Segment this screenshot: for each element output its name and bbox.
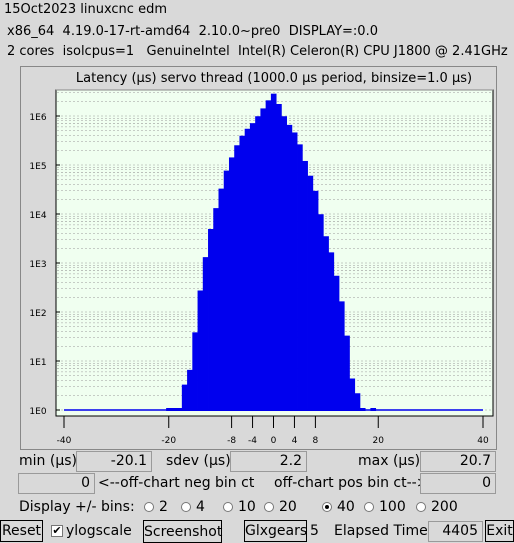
y-tick-label: 1E5 — [29, 162, 46, 172]
histogram-bar — [344, 335, 350, 411]
histogram-bar — [187, 369, 193, 411]
off-chart-neg-label: <--off-chart neg bin ct — [98, 475, 255, 491]
histogram-bar — [234, 145, 240, 411]
bins-radio-4[interactable] — [181, 502, 191, 512]
bins-radio-label[interactable]: 200 — [431, 499, 458, 515]
x-tick-label: -40 — [57, 436, 72, 446]
histogram-bar — [223, 170, 230, 411]
x-tick-label: -20 — [161, 436, 176, 446]
histogram-bar — [265, 100, 272, 412]
histogram-bar — [323, 236, 329, 411]
histogram-bar — [249, 123, 256, 412]
histogram-bar — [202, 257, 209, 411]
elapsed-time-label: Elapsed Time: — [334, 523, 433, 539]
histogram-bar — [181, 384, 188, 411]
bins-radio-100[interactable] — [364, 502, 374, 512]
bins-radio-10[interactable] — [223, 502, 233, 512]
off-chart-neg-count: 0 — [18, 473, 95, 494]
header-line-cpu: 2 cores isolcpus=1 GenuineIntel Intel(R)… — [7, 44, 508, 59]
histogram-bar — [338, 301, 345, 411]
histogram-bar — [255, 116, 261, 411]
sdev-label: sdev (µs) — [166, 453, 231, 469]
histogram-bar — [192, 332, 198, 411]
min-label: min (µs) — [19, 453, 77, 469]
histogram-bar — [197, 290, 204, 411]
histogram-bar — [218, 188, 225, 411]
histogram-bar — [239, 135, 246, 411]
x-tick-label: 0 — [271, 436, 277, 446]
histogram-bar — [328, 252, 335, 411]
max-label: max (µs) — [358, 453, 421, 469]
glxgears-count: 5 — [310, 523, 319, 539]
x-tick-label: 4 — [292, 436, 298, 446]
header-line-date-host: 15Oct2023 linuxcnc edm — [4, 2, 167, 17]
histogram-bar — [270, 93, 277, 411]
off-chart-pos-label: off-chart pos bin ct--> — [274, 475, 429, 491]
histogram-bar — [354, 393, 361, 411]
histogram-bar — [228, 157, 235, 411]
histogram-bar — [244, 128, 251, 411]
header-line-kernel: x86_64 4.19.0-17-rt-amd64 2.10.0~pre0 DI… — [7, 24, 378, 39]
reset-button[interactable]: Reset — [0, 520, 43, 542]
histogram-bar — [349, 378, 356, 411]
histogram-bar — [312, 190, 319, 411]
ylogscale-checkbox[interactable]: ✔ — [51, 525, 63, 537]
ylogscale-label[interactable]: ylogscale — [66, 523, 132, 539]
histogram-bar — [213, 208, 219, 411]
y-tick-label: 1E2 — [29, 309, 46, 319]
bins-radio-200[interactable] — [416, 502, 426, 512]
screenshot-button[interactable]: Screenshot — [143, 520, 222, 543]
bins-radio-20[interactable] — [264, 502, 274, 512]
glxgears-button[interactable]: Glxgears — [244, 520, 307, 542]
bins-radio-label[interactable]: 20 — [279, 499, 297, 515]
histogram-bar — [297, 144, 303, 412]
x-tick-label: 8 — [313, 436, 319, 446]
x-tick-label: -8 — [227, 436, 236, 446]
bins-radio-label[interactable]: 40 — [337, 499, 355, 515]
histogram-bar — [286, 124, 293, 411]
y-tick-label: 1E6 — [29, 113, 46, 123]
histogram-bar — [281, 116, 287, 411]
max-value: 20.7 — [420, 451, 496, 472]
y-tick-label: 1E0 — [29, 407, 46, 417]
histogram-bar — [276, 103, 282, 412]
elapsed-time-value: 4405 — [428, 521, 483, 542]
bins-radio-label[interactable]: 2 — [159, 499, 168, 515]
y-tick-label: 1E4 — [29, 211, 46, 221]
histogram-bar — [208, 228, 214, 411]
y-tick-label: 1E3 — [29, 260, 46, 270]
bins-radio-label[interactable]: 10 — [238, 499, 256, 515]
sdev-value: 2.2 — [230, 451, 307, 472]
histogram-bar — [307, 175, 314, 411]
display-bins-label: Display +/- bins: — [19, 499, 135, 515]
y-tick-label: 1E1 — [29, 358, 46, 368]
histogram-bar — [260, 108, 267, 411]
bins-radio-40[interactable] — [322, 502, 332, 512]
bins-radio-2[interactable] — [144, 502, 154, 512]
histogram-bar — [333, 275, 340, 411]
bins-radio-label[interactable]: 4 — [196, 499, 205, 515]
histogram-bar — [318, 214, 324, 411]
histogram-bar — [291, 132, 298, 411]
x-tick-label: 40 — [477, 436, 489, 446]
off-chart-pos-count: 0 — [420, 473, 496, 494]
checkmark-icon: ✔ — [52, 524, 62, 537]
histogram-bar — [302, 160, 308, 411]
chart-title: Latency (µs) servo thread (1000.0 µs per… — [76, 71, 472, 86]
x-tick-label: 20 — [373, 436, 385, 446]
exit-button[interactable]: Exit — [485, 520, 514, 542]
min-value: -20.1 — [76, 451, 152, 472]
x-tick-label: -4 — [248, 436, 257, 446]
bins-radio-label[interactable]: 100 — [379, 499, 406, 515]
